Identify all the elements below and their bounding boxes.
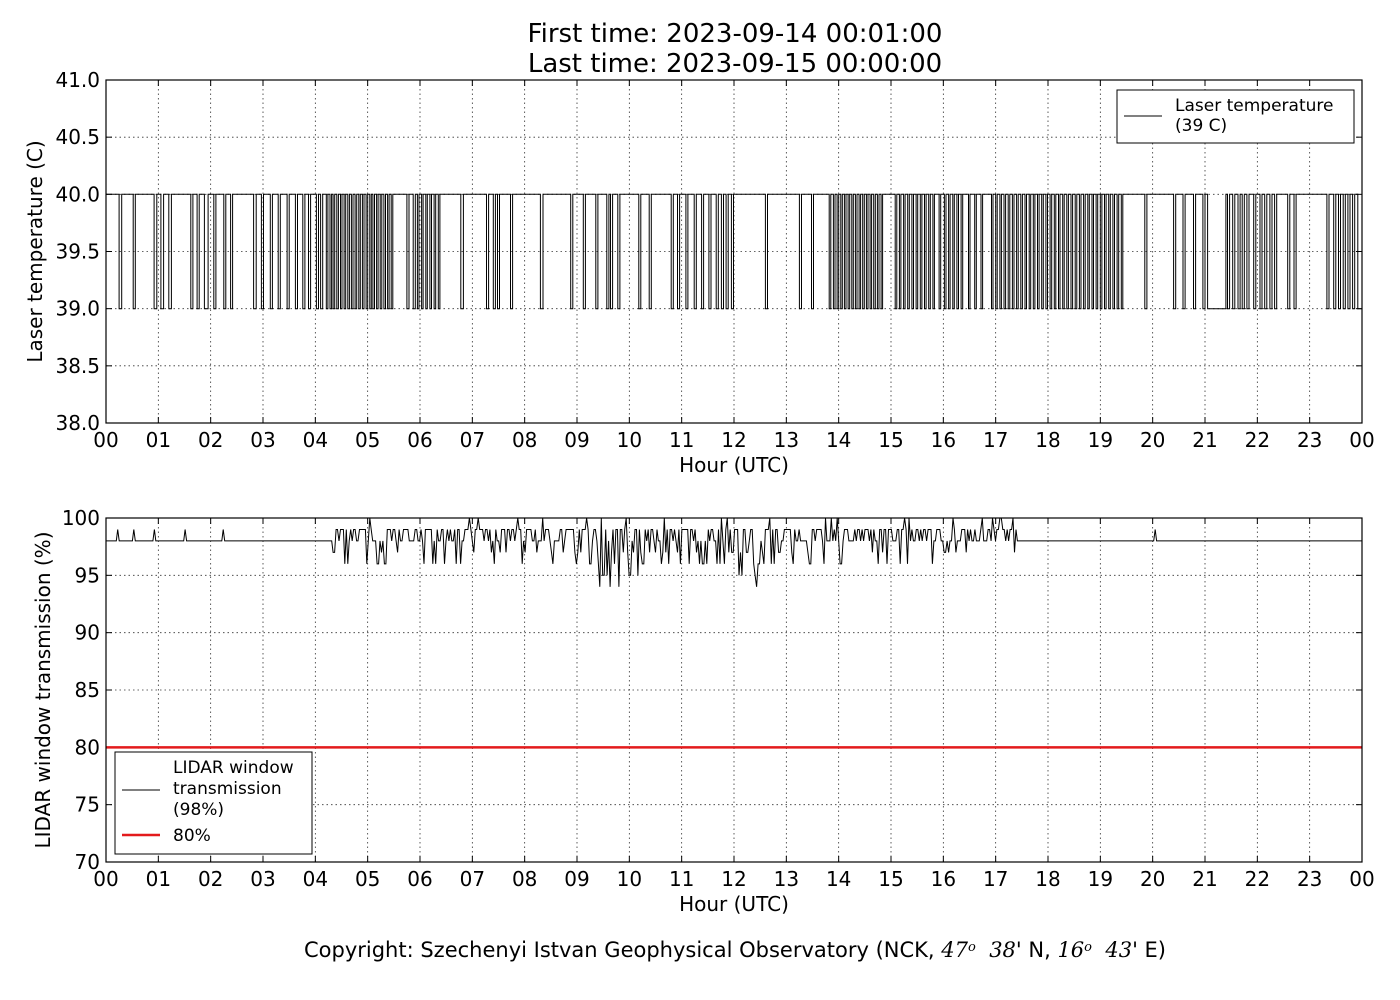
- y-axis-label: LIDAR window transmission (%): [31, 532, 55, 849]
- x-tick-label: 02: [198, 428, 223, 452]
- plot-frame: [105, 517, 1363, 863]
- x-tick-label: 07: [460, 428, 485, 452]
- x-tick-label: 15: [878, 867, 903, 891]
- plot-frame: [105, 79, 1363, 424]
- chart-title-line-1: First time: 2023-09-14 00:01:00: [527, 19, 943, 49]
- copyright-prefix: Copyright: Szechenyi Istvan Geophysical …: [303, 938, 942, 962]
- x-tick-label: 05: [355, 428, 380, 452]
- x-tick-label: 20: [1140, 867, 1165, 891]
- x-tick-label: 06: [407, 867, 432, 891]
- laser-temperature-series-line: [106, 193, 1363, 310]
- lidar-transmission-series-line: [106, 517, 1362, 587]
- x-tick-label: 18: [1035, 867, 1060, 891]
- legend-label-lidar-transmission: transmission: [173, 779, 282, 799]
- y-tick-label: 95: [75, 563, 100, 587]
- y-tick-label: 39.5: [55, 240, 100, 264]
- legend-label-laser-temperature: Laser temperature: [1175, 96, 1333, 116]
- x-tick-label: 22: [1245, 428, 1270, 452]
- x-tick-label: 04: [303, 428, 328, 452]
- legend-label-lidar-transmission: (98%): [173, 800, 224, 820]
- legend-label-laser-temperature: (39 C): [1175, 116, 1227, 136]
- latitude-degrees: 47: [941, 938, 968, 962]
- x-tick-label: 04: [303, 867, 328, 891]
- y-tick-label: 39.0: [55, 297, 100, 321]
- copyright-notice: Copyright: Szechenyi Istvan Geophysical …: [0, 936, 1400, 964]
- x-tick-label: 14: [826, 867, 851, 891]
- x-tick-label: 11: [669, 428, 694, 452]
- legend-laser-temperature: Laser temperature(39 C): [1116, 89, 1355, 144]
- legend-box: [114, 751, 313, 855]
- x-tick-label: 00: [93, 867, 118, 891]
- x-tick-label: 00: [1349, 428, 1374, 452]
- x-tick-label: 17: [983, 867, 1008, 891]
- x-tick-label: 16: [931, 428, 956, 452]
- x-tick-label: 12: [721, 867, 746, 891]
- x-tick-label: 10: [617, 867, 642, 891]
- latitude-minutes: 38: [989, 938, 1016, 962]
- x-tick-label: 01: [146, 867, 171, 891]
- longitude-minutes: 43: [1105, 938, 1133, 962]
- latitude-suffix: ' N,: [1015, 938, 1058, 962]
- latitude-degree-symbol: o: [968, 940, 976, 955]
- x-tick-label: 05: [355, 867, 380, 891]
- lidar-transmission-plot: 70 75 80 85 90 95 100 00 01 02 03 04 05 06 07 08 09 10 11 1…: [31, 506, 1375, 916]
- y-tick-label: 40.5: [55, 125, 100, 149]
- x-axis-label: Hour (UTC): [679, 453, 789, 477]
- x-tick-label: 00: [93, 428, 118, 452]
- y-axis-label: Laser temperature (C): [23, 140, 47, 362]
- x-tick-label: 23: [1297, 867, 1322, 891]
- x-tick-label: 07: [460, 867, 485, 891]
- x-tick-label: 08: [512, 428, 537, 452]
- y-tick-label: 80: [75, 735, 100, 759]
- x-tick-label: 03: [250, 428, 275, 452]
- x-tick-label: 06: [407, 428, 432, 452]
- y-tick-label: 41.0: [55, 68, 100, 92]
- x-tick-label: 09: [564, 867, 589, 891]
- x-tick-label: 15: [878, 428, 903, 452]
- longitude-degree-symbol: o: [1084, 940, 1092, 955]
- x-axis-label: Hour (UTC): [679, 892, 789, 916]
- x-tick-label: 16: [931, 867, 956, 891]
- x-tick-label: 13: [774, 428, 799, 452]
- x-tick-label: 03: [250, 867, 275, 891]
- y-tick-label: 38.0: [55, 411, 100, 435]
- x-tick-label: 11: [669, 867, 694, 891]
- x-tick-label: 08: [512, 867, 537, 891]
- longitude-degrees: 16: [1057, 938, 1085, 962]
- y-tick-label: 70: [75, 850, 100, 874]
- x-tick-label: 10: [617, 428, 642, 452]
- x-tick-label: 18: [1035, 428, 1060, 452]
- y-tick-label: 75: [75, 793, 100, 817]
- legend-label-lidar-transmission: LIDAR window: [173, 758, 294, 778]
- x-tick-label: 13: [774, 867, 799, 891]
- y-tick-label: 100: [62, 506, 100, 530]
- x-tick-label: 00: [1349, 867, 1374, 891]
- x-tick-label: 19: [1088, 428, 1113, 452]
- x-tick-label: 12: [721, 428, 746, 452]
- longitude-suffix: ' E): [1132, 938, 1167, 962]
- laser-temperature-plot: 38.0 38.5 39.0 39.5 40.0 40.5 41.0 00 01 02 03 04 05…: [23, 68, 1375, 477]
- chart-title-line-2: Last time: 2023-09-15 00:00:00: [527, 49, 943, 79]
- x-tick-label: 22: [1245, 867, 1270, 891]
- x-tick-label: 14: [826, 428, 851, 452]
- legend-label-80-percent: 80%: [173, 826, 211, 846]
- y-tick-label: 40.0: [55, 182, 100, 206]
- x-tick-label: 23: [1297, 428, 1322, 452]
- x-tick-label: 20: [1140, 428, 1165, 452]
- x-tick-label: 09: [564, 428, 589, 452]
- x-tick-label: 17: [983, 428, 1008, 452]
- x-tick-label: 21: [1192, 428, 1217, 452]
- y-tick-label: 90: [75, 621, 100, 645]
- x-tick-label: 02: [198, 867, 223, 891]
- y-tick-label: 38.5: [55, 354, 100, 378]
- y-tick-label: 85: [75, 678, 100, 702]
- x-tick-label: 21: [1192, 867, 1217, 891]
- x-tick-label: 01: [146, 428, 171, 452]
- x-tick-label: 19: [1088, 867, 1113, 891]
